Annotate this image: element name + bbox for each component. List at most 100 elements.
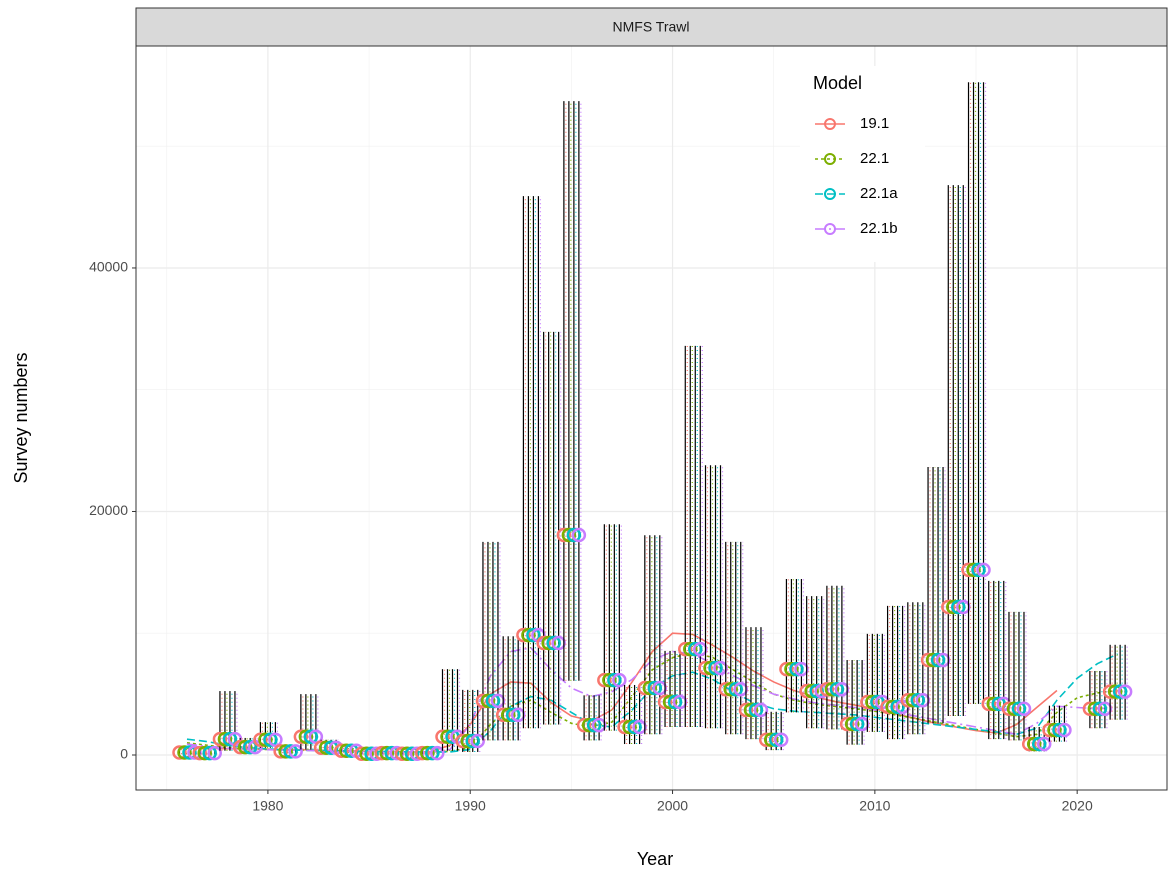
observed-point [172,745,187,760]
observed-point [359,746,374,762]
observed-point [374,745,390,761]
observed-point [480,693,496,709]
observed-point [505,707,521,723]
observed-point [1117,684,1133,699]
observed-point [576,717,592,733]
observed-point [237,739,253,755]
observed-point [935,652,951,668]
observed-point [612,672,627,688]
legend-label: 19.1 [860,115,889,132]
x-tick-label: 2020 [1062,798,1093,814]
observed-point [1011,701,1027,716]
observed-point [733,681,748,697]
observed-point [242,739,258,755]
legend-key [824,153,836,165]
observed-point [1052,722,1067,738]
observed-point [753,702,769,718]
observed-point [369,746,384,762]
observed-point [500,707,516,723]
observed-point [799,683,814,699]
y-tick-label: 40000 [89,259,128,275]
observed-point [263,732,278,748]
observed-point [1092,701,1108,716]
legend-title: Model [813,73,862,93]
observed-point [1031,736,1047,752]
observed-point [1042,722,1057,738]
observed-point [743,702,759,718]
observed-point [566,527,582,543]
observed-point [773,732,789,748]
observed-point [551,635,566,651]
observed-point [546,635,561,651]
observed-point [844,716,860,732]
observed-point [951,599,966,615]
observed-point [647,680,663,696]
observed-point [1082,701,1098,716]
x-tick-label: 2000 [657,798,688,814]
panel-border [135,45,1168,791]
observed-point [177,745,192,760]
observed-point [738,702,754,718]
observed-point [622,719,637,735]
observed-point [278,744,293,759]
observed-point [253,732,268,748]
observed-point [632,719,647,735]
observed-point [718,681,733,697]
y-axis-title: Survey numbers [11,352,31,483]
observed-point [748,702,764,718]
observed-point [905,692,921,708]
observed-point [829,681,845,697]
observed-point [273,744,288,759]
observed-point [197,745,212,761]
observed-point [339,743,354,758]
observed-point [222,731,238,747]
observed-point [834,681,850,697]
observed-point [920,652,936,668]
observed-point [207,745,222,761]
observed-point [693,641,708,657]
observed-point [1006,701,1022,716]
observed-point [435,729,450,744]
observed-point [819,681,835,697]
observed-point [794,661,809,677]
observed-point [728,681,743,697]
observed-point [915,692,931,708]
x-tick-label: 2010 [859,798,890,814]
observed-point [910,692,926,708]
observed-point [460,733,475,749]
observed-point [880,699,895,715]
observed-point [758,732,774,748]
x-tick-label: 1980 [252,798,283,814]
observed-point [925,652,941,668]
observed-point [1097,701,1113,716]
observed-point [688,641,703,657]
observed-point [455,733,470,749]
observed-point [1112,684,1128,699]
observed-point [667,694,683,710]
observed-point [723,681,738,697]
observed-point [617,719,632,735]
observed-point [860,694,875,710]
legend-key [824,118,836,130]
observed-point [536,635,551,651]
observed-point [591,717,607,733]
observed-point [470,733,485,749]
observed-point [510,707,526,723]
legend-label: 22.1a [860,185,898,202]
observed-point [804,683,819,699]
observed-point [662,694,678,710]
observed-point [708,660,723,676]
y-tick-label: 20000 [89,502,128,518]
observed-point [683,641,698,657]
observed-point [981,696,996,712]
observed-point [490,693,506,709]
observed-point [839,716,855,732]
observed-point [672,694,688,710]
observed-point [465,733,480,749]
observed-point [394,746,410,762]
legend-key [824,188,836,200]
observed-point [561,527,577,543]
observed-point [318,740,334,755]
observed-point [652,680,668,696]
